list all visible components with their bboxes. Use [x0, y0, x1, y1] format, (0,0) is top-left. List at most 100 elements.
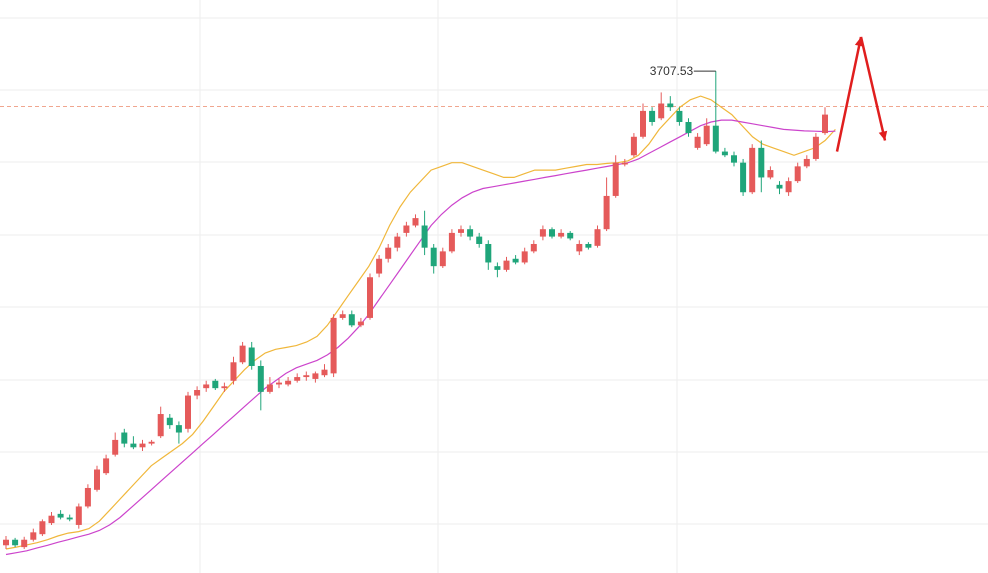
- candle-body: [3, 539, 9, 546]
- candle-body: [221, 386, 228, 389]
- candle-body: [721, 151, 728, 156]
- candle-body: [248, 347, 255, 366]
- candle-body: [303, 375, 310, 378]
- candle-body: [558, 232, 565, 237]
- candle-body: [812, 136, 819, 159]
- candle-body: [621, 162, 628, 165]
- peak-label: 3707.53: [650, 64, 694, 78]
- candle-body: [512, 258, 519, 263]
- forecast-segment: [835, 36, 863, 152]
- candle-body: [667, 103, 674, 108]
- candle-body: [503, 260, 510, 270]
- candle-body: [549, 229, 555, 237]
- candle-body: [476, 236, 483, 244]
- candle-body: [339, 314, 346, 318]
- candle-body: [731, 155, 737, 163]
- peak-annotation: 3707.53: [650, 64, 716, 78]
- candle-body: [312, 373, 319, 379]
- candle-body: [376, 258, 383, 274]
- candle-body: [230, 362, 237, 381]
- candle-body: [712, 125, 719, 152]
- candle-body: [12, 539, 19, 546]
- forecast-arrows: [835, 36, 888, 152]
- candle-body: [357, 321, 364, 326]
- candle-body: [585, 243, 592, 248]
- candle-body: [603, 195, 610, 230]
- candle-body: [458, 229, 464, 233]
- candle-body: [676, 110, 683, 122]
- candle-body: [539, 229, 546, 237]
- candle-body: [285, 380, 292, 385]
- candle-body: [567, 232, 574, 239]
- candle-body: [30, 532, 37, 540]
- candle-body: [758, 147, 765, 178]
- candle-body: [121, 432, 128, 444]
- candle-body: [385, 247, 392, 259]
- candle-body: [785, 181, 792, 193]
- candle-body: [148, 441, 155, 444]
- candle-body: [103, 458, 110, 474]
- candle-body: [403, 225, 410, 233]
- candle-body: [749, 147, 756, 193]
- forecast-segment: [859, 36, 887, 141]
- candle-body: [257, 365, 264, 392]
- candle-body: [321, 369, 328, 376]
- ma-line: [5, 119, 836, 556]
- candle-body: [439, 251, 446, 267]
- candle-body: [649, 110, 656, 122]
- candle-body: [640, 110, 646, 137]
- candle-body: [485, 243, 492, 263]
- candle-body: [66, 517, 73, 520]
- candle-body: [48, 515, 55, 524]
- candle-body: [94, 469, 100, 490]
- candle-body: [21, 539, 28, 548]
- candle-body: [612, 162, 619, 196]
- candle-body: [84, 487, 91, 507]
- candle-body: [658, 103, 665, 119]
- candle-body: [803, 158, 810, 167]
- candle-body: [494, 266, 501, 270]
- candle-body: [194, 390, 201, 396]
- candle-body: [685, 121, 692, 134]
- candle-body: [139, 443, 146, 448]
- ma-line: [5, 95, 836, 550]
- candle-body: [294, 377, 301, 381]
- candle-body: [448, 232, 455, 252]
- candle-body: [130, 443, 137, 448]
- candle-body: [185, 395, 191, 429]
- candle-body: [266, 384, 273, 392]
- candle-body: [421, 225, 428, 248]
- candle-body: [276, 382, 282, 385]
- candle-body: [348, 314, 355, 326]
- candle-body: [239, 345, 246, 363]
- candle-body: [530, 243, 537, 252]
- candle-body: [203, 384, 210, 389]
- moving-average-lines: [5, 95, 836, 556]
- candle-body: [166, 417, 173, 426]
- candle-body: [694, 136, 701, 148]
- candle-body: [430, 247, 437, 267]
- candle-body: [330, 317, 337, 374]
- candle-body: [576, 243, 583, 252]
- candle-body: [57, 513, 64, 518]
- candle-body: [767, 170, 774, 178]
- candle-body: [212, 380, 219, 389]
- candle-body: [630, 136, 637, 156]
- candle-body: [112, 439, 119, 455]
- candle-body: [822, 114, 828, 134]
- candle-body: [367, 277, 373, 318]
- candle-body: [521, 251, 528, 263]
- candle-body: [157, 414, 164, 437]
- candle-body: [703, 125, 710, 145]
- candles: [3, 71, 828, 549]
- forecast-arrowhead: [878, 130, 888, 141]
- candle-body: [740, 162, 747, 193]
- candle-body: [594, 229, 601, 246]
- candle-body: [467, 229, 474, 237]
- candle-body: [175, 425, 182, 433]
- candle-body: [39, 521, 46, 535]
- candle-body: [776, 184, 783, 189]
- candle-body: [412, 218, 419, 226]
